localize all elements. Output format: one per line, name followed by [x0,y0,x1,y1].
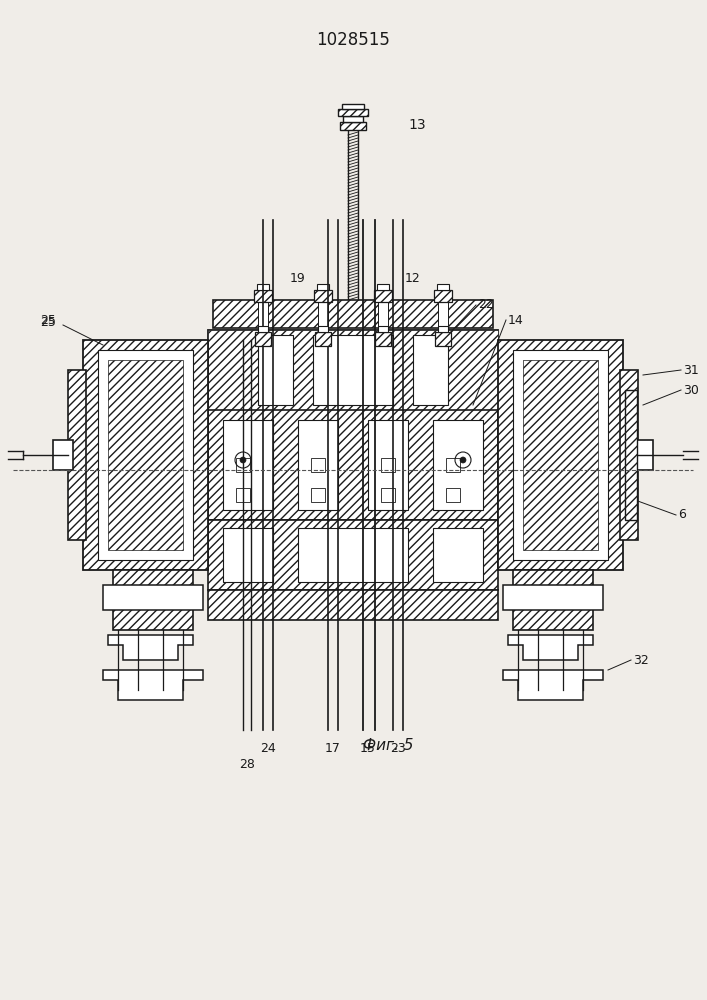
Bar [377,284,389,290]
Circle shape [240,457,246,463]
Bar [98,350,193,560]
Bar [208,330,498,410]
Bar [433,528,483,582]
Bar [213,300,493,328]
Bar [208,590,498,620]
Bar [381,458,395,472]
Bar [318,298,328,330]
Bar [523,360,598,550]
Text: 12: 12 [405,271,421,284]
Bar [314,290,332,302]
Bar [342,104,364,109]
Bar [437,284,449,290]
Text: 13: 13 [408,118,426,132]
Text: 23: 23 [390,742,406,754]
Bar [513,350,608,560]
Bar [413,335,448,405]
Text: 28: 28 [239,758,255,772]
Bar [498,340,623,570]
Bar [438,298,448,330]
Bar [433,420,483,510]
Text: 17: 17 [325,742,341,754]
Bar [208,520,498,590]
Bar [446,458,460,472]
Text: 32: 32 [633,654,649,666]
Bar [236,488,250,502]
Text: 24: 24 [260,742,276,754]
Bar [311,458,325,472]
Bar [313,335,393,405]
Bar [435,332,451,346]
Bar [318,326,328,332]
Bar [113,570,193,630]
Bar [298,528,408,582]
Bar [446,488,460,502]
Text: 15: 15 [360,742,376,754]
Bar [223,528,273,582]
Polygon shape [508,635,593,660]
Text: Фиг. 5: Фиг. 5 [363,738,414,752]
Bar [513,570,593,630]
Bar [236,458,250,472]
Bar [378,326,388,332]
Bar [315,332,331,346]
Text: 1028515: 1028515 [316,31,390,49]
Bar [208,330,498,410]
Text: 25: 25 [40,316,56,328]
Bar [257,284,269,290]
Bar [108,360,183,550]
Bar [68,370,86,540]
Polygon shape [108,635,193,660]
Bar [374,290,392,302]
Bar [381,488,395,502]
Bar [338,109,368,116]
Polygon shape [103,670,203,700]
Bar [258,298,268,330]
Bar [503,585,603,610]
Polygon shape [503,670,603,700]
Bar [258,335,293,405]
Text: 19: 19 [290,271,306,284]
Bar [620,370,638,540]
Bar [208,410,498,520]
Bar [254,290,272,302]
Text: 22: 22 [478,298,493,312]
Bar [343,116,363,122]
Bar [368,420,408,510]
Bar [375,332,391,346]
Text: 31: 31 [683,363,699,376]
Text: 14: 14 [508,314,524,326]
Bar [438,326,448,332]
Bar [311,488,325,502]
Bar [633,440,653,470]
Bar [378,298,388,330]
Text: 30: 30 [683,383,699,396]
Bar [258,326,268,332]
Bar [434,290,452,302]
Bar [298,420,338,510]
Circle shape [460,457,466,463]
Bar [223,420,273,510]
Text: 6: 6 [678,508,686,522]
Bar [625,390,637,520]
Bar [103,585,203,610]
Bar [317,284,329,290]
Bar [255,332,271,346]
Bar [53,440,73,470]
Text: 25: 25 [40,314,56,326]
Bar [83,340,208,570]
Bar [340,122,366,130]
